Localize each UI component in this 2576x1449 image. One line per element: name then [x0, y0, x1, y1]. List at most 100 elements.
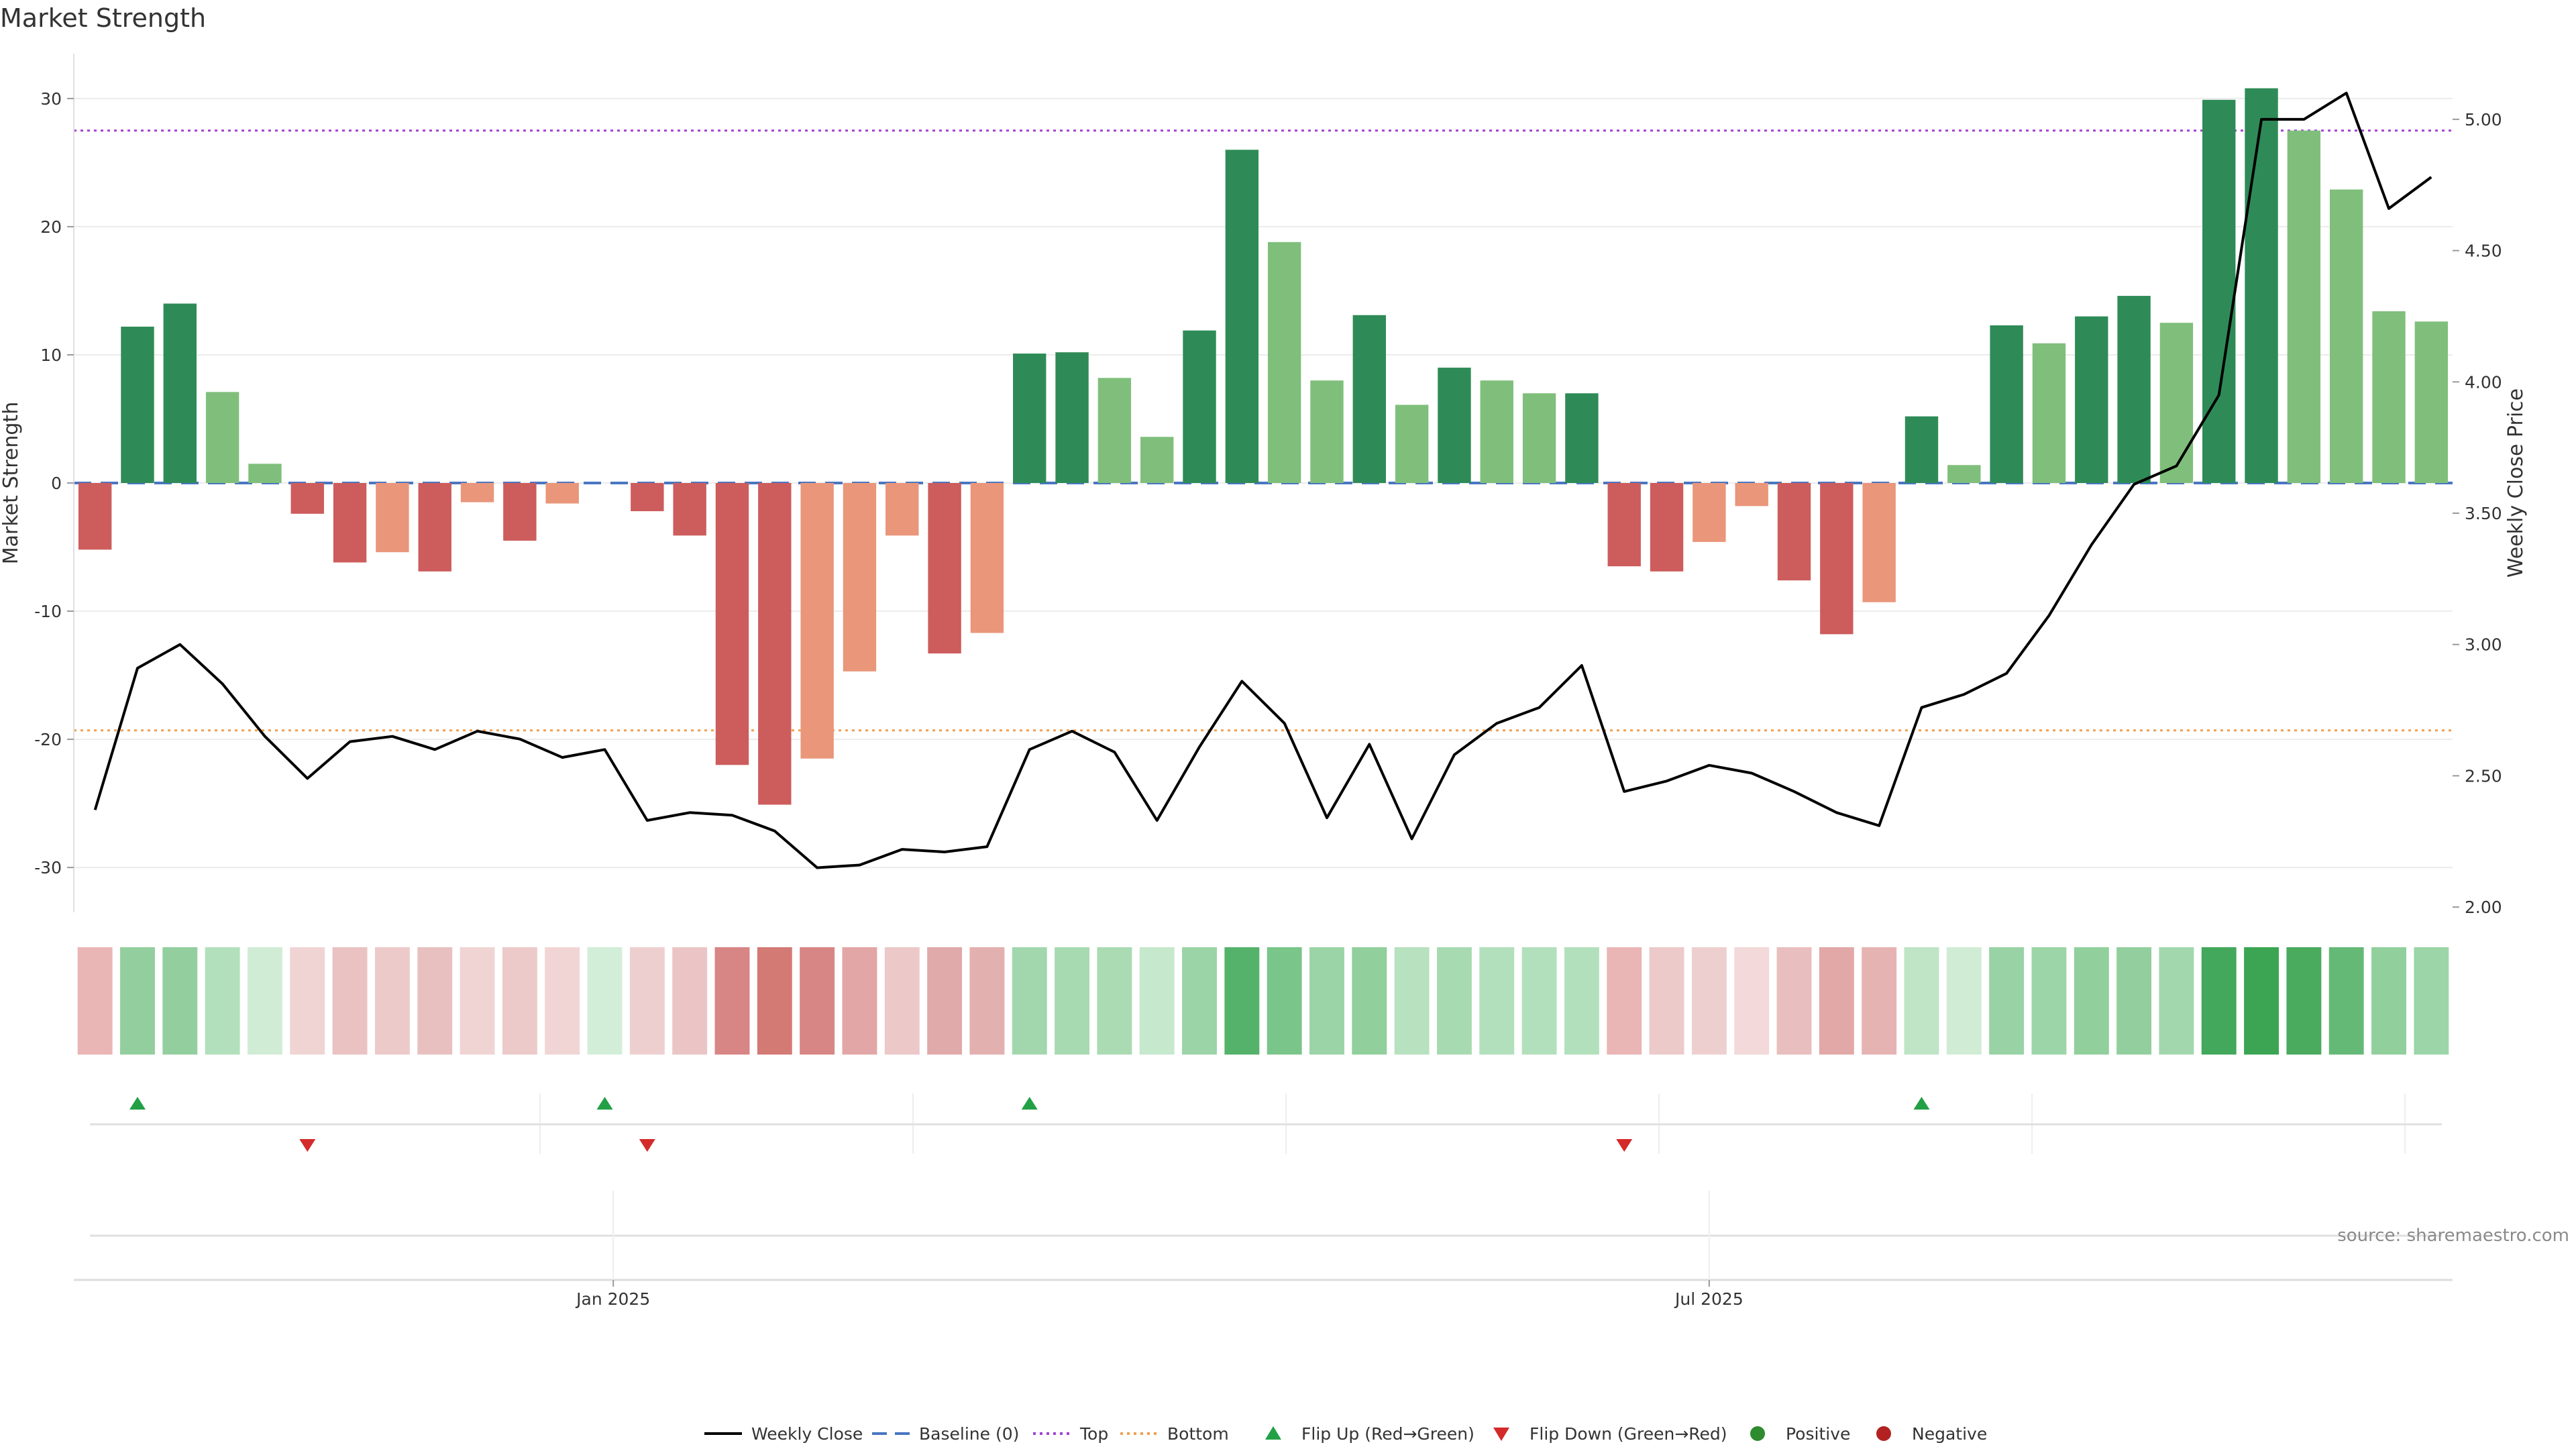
flip-up-marker — [1021, 1097, 1038, 1110]
strength-bar — [843, 483, 877, 672]
y2-tick-label: 4.00 — [2465, 372, 2502, 392]
strength-bar — [885, 483, 919, 536]
strength-bar — [1650, 483, 1684, 572]
source-credit: source: sharemaestro.com — [2337, 1226, 2569, 1246]
legend-swatch — [1750, 1426, 1765, 1441]
heatmap-cell — [2116, 947, 2152, 1055]
y2-tick-label: 2.50 — [2465, 766, 2502, 786]
heatmap-cell — [1989, 947, 2025, 1055]
strength-bar — [1352, 315, 1386, 483]
heatmap-cell — [1691, 947, 1727, 1055]
heatmap-cell — [1394, 947, 1430, 1055]
strength-bar — [545, 483, 579, 504]
flip-markers — [90, 1093, 2442, 1154]
heatmap-cell — [2286, 947, 2322, 1055]
strength-bar — [1480, 380, 1513, 483]
strength-bar — [2159, 323, 2194, 483]
heatmap-cell — [77, 947, 113, 1055]
strength-bar — [1777, 483, 1811, 581]
y-tick-label: -10 — [34, 602, 62, 621]
strength-bar — [1565, 393, 1599, 483]
strength-bar — [1097, 378, 1132, 483]
y2-tick-label: 3.00 — [2465, 635, 2502, 655]
heatmap-cell — [1946, 947, 1982, 1055]
strength-bar — [1140, 437, 1174, 483]
strength-bar — [1947, 465, 1981, 483]
strength-bar — [2117, 296, 2151, 483]
strength-bar — [2202, 99, 2236, 483]
heatmap-cell — [1479, 947, 1515, 1055]
weekly-close-line — [93, 91, 2432, 869]
heatmap-cell — [417, 947, 453, 1055]
y-tick-label: 20 — [40, 217, 62, 237]
legend-label: Positive — [1786, 1424, 1850, 1444]
strength-bar — [1055, 352, 1089, 483]
strength-bar — [631, 483, 664, 512]
strength-bar — [1225, 150, 1259, 484]
y2-axis-label: Weekly Close Price — [2504, 388, 2528, 578]
date-tick-label: Jan 2025 — [575, 1289, 650, 1309]
heatmap-cell — [2244, 947, 2279, 1055]
timeline-axis: Jan 2025 Jul 2025 — [74, 1191, 2453, 1309]
y-tick-label: 10 — [40, 345, 62, 365]
strength-bar — [1183, 330, 1216, 483]
strength-bar — [1904, 416, 1939, 483]
strength-bar — [78, 483, 112, 550]
heatmap-cell — [757, 947, 792, 1055]
flip-down-marker — [639, 1139, 655, 1152]
legend-swatch — [1876, 1426, 1891, 1441]
heatmap-cell — [162, 947, 198, 1055]
heatmap-cell — [1564, 947, 1599, 1055]
strength-bar — [460, 483, 494, 502]
heatmap-cell — [247, 947, 282, 1055]
strength-bar — [1820, 483, 1854, 635]
heatmap-cell — [587, 947, 623, 1055]
strength-bar — [163, 303, 197, 483]
y-tick-label: 0 — [51, 474, 62, 493]
heatmap-cell — [374, 947, 410, 1055]
legend-label: Negative — [1912, 1424, 1987, 1444]
strength-heatmap — [77, 947, 2449, 1055]
price-line-group — [93, 91, 2432, 869]
strength-bar — [1990, 325, 2023, 483]
strength-bar — [2032, 343, 2066, 483]
heatmap-cell — [290, 947, 325, 1055]
heatmap-cell — [1309, 947, 1344, 1055]
legend-label: Weekly Close — [751, 1424, 863, 1444]
heatmap-cell — [1607, 947, 1642, 1055]
strength-bar — [418, 483, 451, 572]
y-axis-label: Market Strength — [0, 402, 23, 564]
strength-bar — [2287, 130, 2321, 484]
heatmap-cell — [1734, 947, 1770, 1055]
legend-swatch — [1265, 1426, 1281, 1440]
legend-label: Baseline (0) — [919, 1424, 1019, 1444]
date-tick-label: Jul 2025 — [1674, 1289, 1743, 1309]
strength-bar — [2414, 321, 2449, 483]
strength-bar — [1395, 405, 1429, 483]
heatmap-cell — [1436, 947, 1472, 1055]
strength-bars — [78, 88, 2449, 805]
strength-bar — [1862, 483, 1896, 602]
heatmap-cell — [1862, 947, 1897, 1055]
strength-bar — [1013, 354, 1046, 483]
strength-bar — [333, 483, 367, 563]
legend-swatch — [1493, 1428, 1509, 1441]
strength-bar — [2075, 316, 2108, 483]
heatmap-cell — [2031, 947, 2067, 1055]
strength-bar — [290, 483, 324, 514]
strength-bar — [121, 326, 154, 483]
heatmap-cell — [927, 947, 963, 1055]
y-tick-label: 30 — [40, 89, 62, 109]
heatmap-cell — [2414, 947, 2449, 1055]
heatmap-cell — [969, 947, 1005, 1055]
strength-bar — [503, 483, 537, 541]
heatmap-cell — [332, 947, 368, 1055]
heatmap-cell — [460, 947, 495, 1055]
strength-bar — [715, 483, 749, 765]
heatmap-cell — [2159, 947, 2194, 1055]
legend-label: Bottom — [1167, 1424, 1229, 1444]
y2-tick-label: 4.50 — [2465, 241, 2502, 261]
heatmap-cell — [1182, 947, 1217, 1055]
reference-lines — [74, 129, 2453, 732]
strength-bar — [205, 392, 239, 483]
